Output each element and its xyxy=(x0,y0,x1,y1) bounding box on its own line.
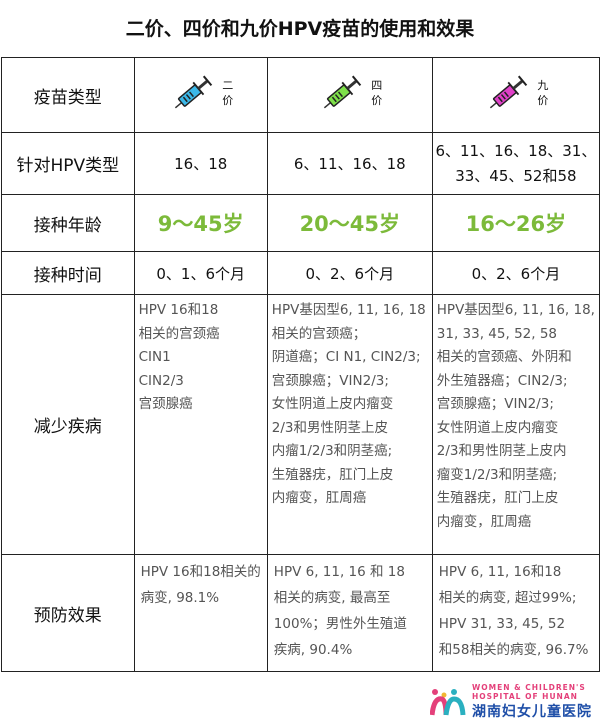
schedule-value: 0、1、6个月 xyxy=(133,251,268,295)
cell-line: 生殖器疣，肛门上皮 xyxy=(436,490,559,506)
cell-line: 31, 33, 45, 52, 58 xyxy=(436,325,558,342)
schedule-value: 0、2、6个月 xyxy=(431,251,600,295)
cell: 16、18 xyxy=(133,132,268,195)
cell-line: HPV 6, 11, 16 和 18 xyxy=(273,564,405,580)
cell-text: 6、11、16、18 xyxy=(293,155,406,173)
row-hpv-types: 针对HPV类型 16、18 6、11、16、18 6、11、16、18、31、 3… xyxy=(1,132,600,195)
row-label: 针对HPV类型 xyxy=(1,132,135,195)
cell-line: 阴道癌；CI N1, CIN2/3; xyxy=(271,349,421,365)
disease-cell: HPV 16和18 相关的宫颈癌 CIN1 CIN2/3 宫颈腺癌 xyxy=(133,294,268,555)
vaccine-label: 九 xyxy=(537,79,549,92)
cell-line: 相关的病变, 最高至 xyxy=(273,590,391,606)
cell-line: 瘤变1/2/3和阴茎癌; xyxy=(436,466,558,483)
cell-line: HPV 16和18 xyxy=(138,302,219,318)
cell-line: 相关的病变, 超过99%; xyxy=(438,590,577,606)
row-schedule: 接种时间 0、1、6个月 0、2、6个月 0、2、6个月 xyxy=(1,251,600,295)
cell-text: 6、11、16、18、31、 xyxy=(435,141,597,160)
disease-cell: HPV基因型6, 11, 16, 18, 31, 33, 45, 52, 58 相关… xyxy=(431,294,600,555)
row-label: 减少疾病 xyxy=(1,294,135,555)
cell-line: 相关的宫颈癌； xyxy=(271,325,367,342)
hpv-vaccine-table: 疫苗类型 二价 四价 九价 针对HPV类型 16、18 6、11、16、18 6… xyxy=(1,57,600,672)
cell-line: 病变, 98.1% xyxy=(140,590,220,606)
age-value: 20～45岁 xyxy=(266,194,433,252)
schedule-value: 0、2、6个月 xyxy=(266,251,433,295)
row-label: 接种时间 xyxy=(1,251,135,295)
cell-line: 相关的宫颈癌 xyxy=(138,325,220,342)
cell: 6、11、16、18 xyxy=(266,132,433,195)
syringe-icon xyxy=(175,75,213,109)
vaccine-label: 价 xyxy=(222,94,234,107)
row-label: 疫苗类型 xyxy=(1,57,135,133)
vaccine-cell: 四价 xyxy=(266,57,433,133)
row-effect: 预防效果 HPV 16和18相关的 病变, 98.1% HPV 6, 11, 16… xyxy=(1,554,600,672)
logo-english-2: HOSPITAL OF HUNAN xyxy=(472,692,578,701)
age-value: 9～45岁 xyxy=(133,194,268,252)
vaccine-label: 二 xyxy=(222,79,234,92)
logo-chinese: 湖南妇女儿童医院 xyxy=(472,704,592,720)
effect-cell: HPV 16和18相关的 病变, 98.1% xyxy=(133,554,268,672)
row-label: 接种年龄 xyxy=(1,194,135,252)
cell-line: HPV基因型6, 11, 16, 18 xyxy=(271,302,426,318)
vaccine-cell: 九价 xyxy=(431,57,600,133)
syringe-icon xyxy=(490,75,528,109)
vaccine-label: 价 xyxy=(371,94,383,107)
cell: 6、11、16、18、31、 33、45、52和58 xyxy=(431,132,600,195)
vaccine-cell: 二价 xyxy=(133,57,268,133)
effect-cell: HPV 6, 11, 16和18 相关的病变, 超过99%; HPV 31, 33,… xyxy=(431,554,600,672)
cell-line: 外生殖器癌；CIN2/3; xyxy=(436,372,568,389)
cell-line: CIN2/3 xyxy=(138,372,184,389)
cell-line: 内瘤1/2/3和阴茎癌; xyxy=(271,443,393,459)
cell-line: 女性阴道上皮内瘤变 xyxy=(436,419,559,436)
logo-english-1: WOMEN & CHILDREN'S xyxy=(472,683,586,692)
cell-line: 2/3和男性阴茎上皮 xyxy=(271,419,389,436)
page-title: 二价、四价和九价HPV疫苗的使用和效果 xyxy=(125,18,475,40)
syringe-icon xyxy=(324,75,362,109)
hospital-logo: WOMEN & CHILDREN'S HOSPITAL OF HUNAN 湖南妇… xyxy=(430,683,592,721)
row-vaccine-type: 疫苗类型 二价 四价 九价 xyxy=(1,57,600,133)
cell-line: 内瘤变，肛周癌 xyxy=(271,490,367,506)
row-age: 接种年龄 9～45岁 20～45岁 16～26岁 xyxy=(1,194,600,252)
cell-line: HPV 16和18相关的 xyxy=(140,564,261,580)
cell-line: 宫颈腺癌；VIN2/3; xyxy=(271,372,389,389)
cell-line: HPV基因型6, 11, 16, 18, xyxy=(436,302,595,318)
cell-line: 2/3和男性阴茎上皮内 xyxy=(436,443,567,459)
disease-cell: HPV基因型6, 11, 16, 18 相关的宫颈癌； 阴道癌；CI N1, CIN… xyxy=(266,294,433,555)
age-value: 16～26岁 xyxy=(431,194,600,252)
cell-text: 33、45、52和58 xyxy=(455,166,577,185)
cell-line: 疾病, 90.4% xyxy=(273,642,353,658)
row-label: 预防效果 xyxy=(1,554,135,672)
cell-line: 生殖器疣，肛门上皮 xyxy=(271,466,394,483)
cell-line: 宫颈腺癌 xyxy=(138,396,193,412)
cell-line: 相关的宫颈癌、外阴和 xyxy=(436,349,572,365)
effect-cell: HPV 6, 11, 16 和 18 相关的病变, 最高至 100%；男性外生殖道疾… xyxy=(266,554,433,672)
cell-line: HPV 31, 33, 45, 52 xyxy=(438,616,566,632)
row-diseases: 减少疾病 HPV 16和18 相关的宫颈癌 CIN1 CIN2/3 宫颈腺癌 HPV基因… xyxy=(1,294,600,555)
vaccine-label: 价 xyxy=(537,94,549,107)
cell-line: 宫颈腺癌；VIN2/3; xyxy=(436,396,554,412)
cell-line: HPV 6, 11, 16和18 xyxy=(438,564,562,580)
cell-line: 内瘤变，肛周癌 xyxy=(436,513,532,530)
cell-line: 女性阴道上皮内瘤变 xyxy=(271,396,394,412)
cell-line: 和58相关的病变, 96.7% xyxy=(438,642,589,658)
cell-line: CIN1 xyxy=(138,349,171,365)
hospital-logo-icon xyxy=(430,689,466,716)
cell-text: 16、18 xyxy=(174,155,228,173)
cell-line: 100%；男性外生殖道 xyxy=(273,616,407,632)
vaccine-label: 四 xyxy=(371,79,383,92)
